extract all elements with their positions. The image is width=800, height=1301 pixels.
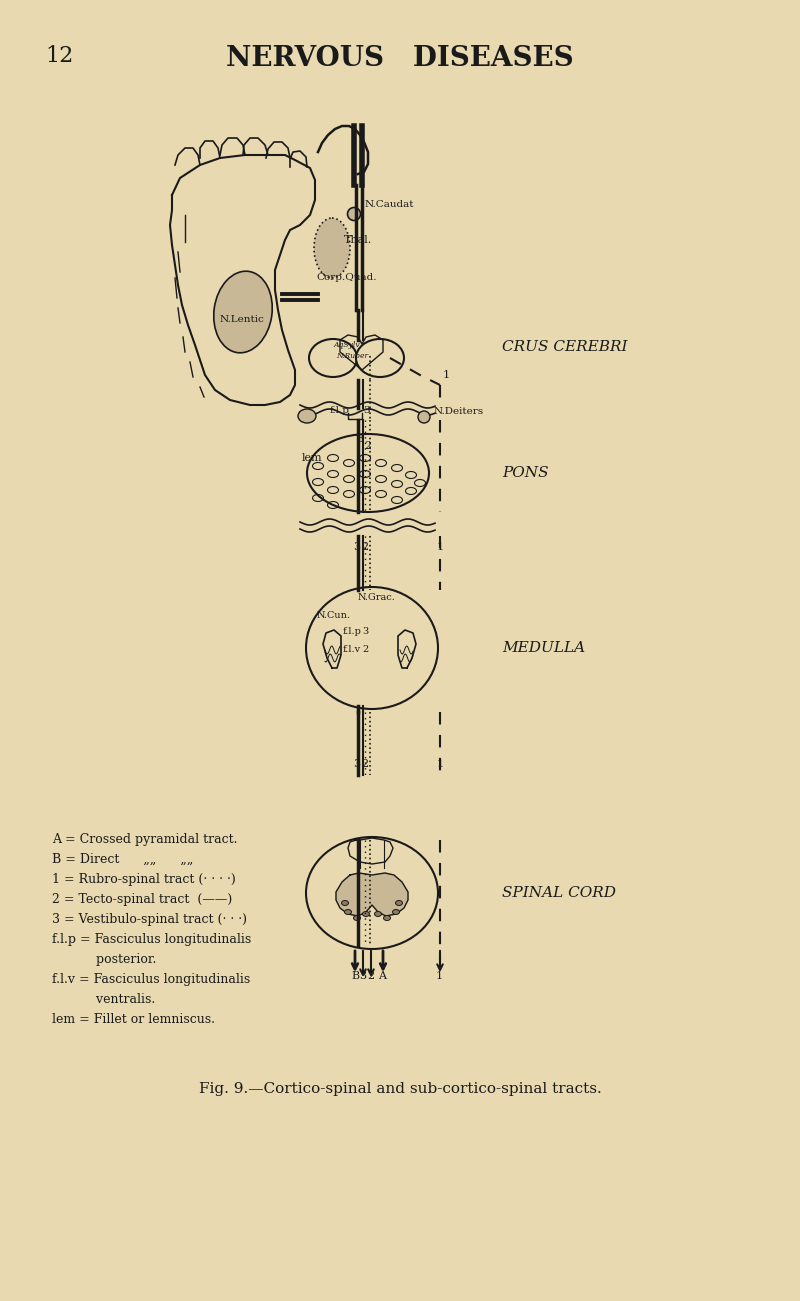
Text: N.Lentic: N.Lentic xyxy=(220,315,265,324)
Text: 2: 2 xyxy=(367,971,374,981)
Ellipse shape xyxy=(418,411,430,423)
Ellipse shape xyxy=(307,435,429,513)
Text: Thal.: Thal. xyxy=(344,235,372,245)
Text: 2: 2 xyxy=(364,441,371,451)
Text: A: A xyxy=(378,971,386,981)
Text: 2: 2 xyxy=(361,758,368,769)
Text: lem = Fillet or lemniscus.: lem = Fillet or lemniscus. xyxy=(52,1013,215,1026)
Ellipse shape xyxy=(347,207,361,220)
Text: posterior.: posterior. xyxy=(52,954,156,967)
Text: 2: 2 xyxy=(362,645,368,654)
Ellipse shape xyxy=(395,900,402,905)
Text: f.l.v = Fasciculus longitudinalis: f.l.v = Fasciculus longitudinalis xyxy=(52,973,250,986)
Text: 3 = Vestibulo-spinal tract (· · ·): 3 = Vestibulo-spinal tract (· · ·) xyxy=(52,913,247,926)
Text: Corp.Quad.: Corp.Quad. xyxy=(316,273,377,282)
Ellipse shape xyxy=(374,912,382,916)
Text: B = Direct      „„      „„: B = Direct „„ „„ xyxy=(52,853,194,866)
Ellipse shape xyxy=(306,587,438,709)
Text: B: B xyxy=(351,971,359,981)
Text: f.l.p: f.l.p xyxy=(343,627,362,636)
Text: 3: 3 xyxy=(359,971,366,981)
Text: PONS: PONS xyxy=(502,466,549,480)
Text: 1: 1 xyxy=(437,543,444,552)
Text: ventralis.: ventralis. xyxy=(52,993,155,1006)
Text: 3: 3 xyxy=(363,406,370,415)
Text: A = Crossed pyramidal tract.: A = Crossed pyramidal tract. xyxy=(52,833,238,846)
Ellipse shape xyxy=(309,340,357,377)
Text: N.Deiters: N.Deiters xyxy=(434,407,484,416)
Text: lem: lem xyxy=(302,453,322,463)
Text: SPINAL CORD: SPINAL CORD xyxy=(502,886,616,900)
Text: Fig. 9.—Cortico-spinal and sub-cortico-spinal tracts.: Fig. 9.—Cortico-spinal and sub-cortico-s… xyxy=(198,1082,602,1095)
Ellipse shape xyxy=(314,219,350,278)
Text: 1: 1 xyxy=(436,971,443,981)
Text: f.l.v: f.l.v xyxy=(343,645,361,654)
Text: CRUS CEREBRI: CRUS CEREBRI xyxy=(502,340,627,354)
Ellipse shape xyxy=(306,837,438,948)
Ellipse shape xyxy=(214,271,272,353)
Text: f.l.p: f.l.p xyxy=(330,406,350,415)
Text: 12: 12 xyxy=(45,46,74,66)
Text: 2 = Tecto-spinal tract  (——): 2 = Tecto-spinal tract (——) xyxy=(52,892,232,905)
Ellipse shape xyxy=(362,912,370,916)
Text: 1 = Rubro-spinal tract (· · · ·): 1 = Rubro-spinal tract (· · · ·) xyxy=(52,873,236,886)
Text: 1: 1 xyxy=(443,369,450,380)
Text: f.l.p = Fasciculus longitudinalis: f.l.p = Fasciculus longitudinalis xyxy=(52,933,251,946)
Text: 2: 2 xyxy=(361,543,368,552)
Text: NERVOUS   DISEASES: NERVOUS DISEASES xyxy=(226,46,574,72)
Ellipse shape xyxy=(393,909,399,915)
Text: AqSylv: AqSylv xyxy=(334,341,361,349)
Ellipse shape xyxy=(298,409,316,423)
Text: 3: 3 xyxy=(353,543,360,552)
Polygon shape xyxy=(336,873,408,916)
Text: 1: 1 xyxy=(437,758,444,769)
Text: N.Grac.: N.Grac. xyxy=(358,593,396,602)
Text: N.Ruber: N.Ruber xyxy=(336,353,368,360)
Text: N.Caudat: N.Caudat xyxy=(365,200,414,209)
Ellipse shape xyxy=(356,340,404,377)
Text: 3: 3 xyxy=(356,435,363,444)
Ellipse shape xyxy=(342,900,349,905)
Ellipse shape xyxy=(345,909,351,915)
Text: 3: 3 xyxy=(353,758,360,769)
Ellipse shape xyxy=(354,916,361,921)
Text: 3: 3 xyxy=(362,627,368,636)
Text: MEDULLA: MEDULLA xyxy=(502,641,585,654)
Ellipse shape xyxy=(383,916,390,921)
Text: N.Cun.: N.Cun. xyxy=(317,611,351,621)
